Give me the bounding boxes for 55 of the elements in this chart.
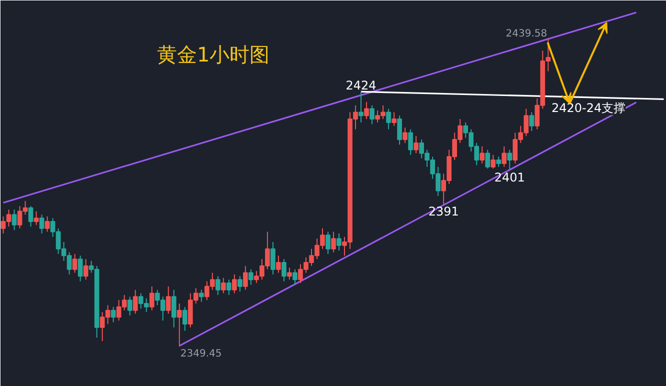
candlestick xyxy=(364,101,369,120)
candlestick xyxy=(480,146,485,164)
candlestick xyxy=(166,286,171,314)
annotation: 2420-24支撑 xyxy=(551,101,626,116)
candlestick xyxy=(72,253,78,274)
candlestick xyxy=(243,265,248,290)
candlestick xyxy=(132,289,138,314)
candlestick xyxy=(127,296,132,316)
candlestick xyxy=(215,276,220,296)
candlestick xyxy=(287,267,292,280)
candlestick xyxy=(149,286,154,311)
candlestick xyxy=(83,258,88,280)
annotation: 2439.58 xyxy=(506,28,548,40)
text: 黄金1小时图 xyxy=(157,42,270,67)
candlestick xyxy=(397,115,402,146)
candlestick xyxy=(496,156,502,168)
candlestick xyxy=(171,289,176,328)
candlestick xyxy=(232,274,237,294)
candlestick xyxy=(331,231,336,253)
candlestick xyxy=(507,149,512,171)
candlestick xyxy=(198,289,204,302)
candlestick xyxy=(386,108,391,130)
annotation: 2391 xyxy=(428,204,459,218)
candlestick xyxy=(408,128,413,156)
candlestick xyxy=(44,216,50,232)
candlestick xyxy=(326,231,330,254)
annotation: 2424 xyxy=(346,78,376,93)
candlestick xyxy=(392,112,396,126)
candlestick xyxy=(78,255,83,282)
candlestick xyxy=(402,127,408,144)
annotation: 2401 xyxy=(494,170,525,184)
candlestick xyxy=(485,149,490,170)
candlestick xyxy=(238,276,242,292)
candlestick xyxy=(292,268,298,286)
candlestick xyxy=(12,209,17,231)
candlestick xyxy=(176,302,182,347)
candlestick xyxy=(358,91,364,123)
candlestick xyxy=(490,154,496,170)
candlestick xyxy=(529,112,534,132)
candlestick xyxy=(414,136,418,154)
annotation: 2349.45 xyxy=(180,348,222,360)
candlestick xyxy=(282,258,286,282)
candlestick xyxy=(226,279,232,296)
candlestick xyxy=(28,206,34,228)
candlestick xyxy=(248,268,254,286)
candlestick xyxy=(370,104,374,125)
candlestick xyxy=(276,255,281,274)
candlestick xyxy=(182,306,188,332)
candlestick xyxy=(39,214,44,234)
candlestick xyxy=(110,306,116,323)
candlestick xyxy=(220,277,226,294)
candlestick xyxy=(270,242,276,275)
candlestick xyxy=(502,146,507,168)
candlestick xyxy=(336,232,342,252)
candlestick xyxy=(34,210,39,226)
